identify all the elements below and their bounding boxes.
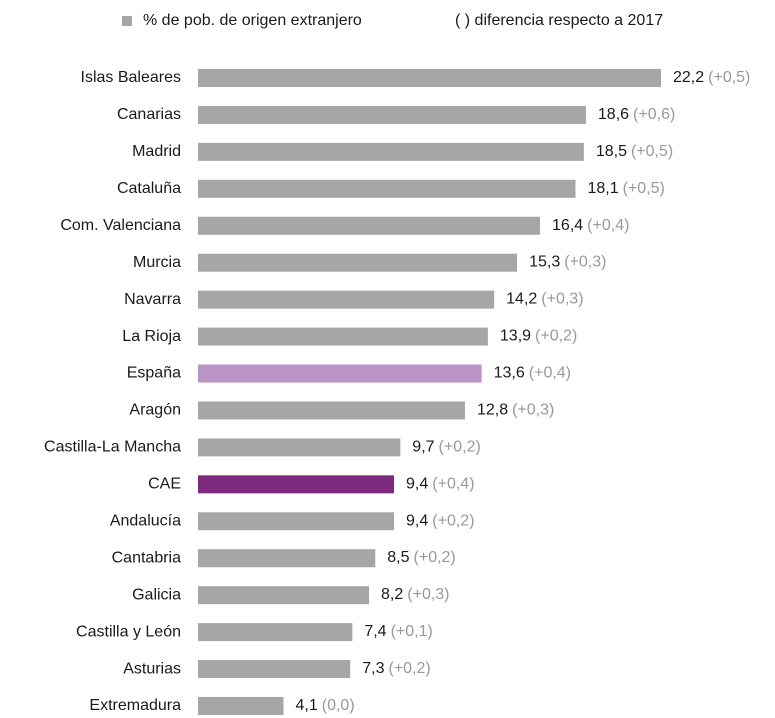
- difference-label: (+0,1): [391, 623, 433, 640]
- category-label: Madrid: [132, 143, 181, 160]
- bar: [198, 105, 586, 124]
- value-label: 14,2 (+0,3): [506, 291, 583, 308]
- value-label: 7,3 (+0,2): [362, 660, 431, 677]
- difference-label: (+0,2): [388, 660, 430, 677]
- bar: [198, 696, 284, 715]
- value-label: 18,5 (+0,5): [596, 143, 673, 160]
- category-label: Islas Baleares: [81, 69, 182, 86]
- category-label: Extremadura: [89, 697, 181, 714]
- category-label: Castilla y León: [76, 623, 181, 640]
- value-label: 9,4: [406, 512, 428, 529]
- bar: [198, 401, 465, 420]
- difference-label: (+0,2): [439, 439, 481, 456]
- value-label: 14,2: [506, 291, 537, 308]
- bar: [198, 438, 401, 457]
- category-label: Asturias: [123, 660, 181, 677]
- value-label: 9,7 (+0,2): [412, 439, 481, 456]
- difference-label: (+0,3): [407, 586, 449, 603]
- bar: [198, 623, 353, 642]
- value-label: 8,5 (+0,2): [387, 549, 456, 566]
- difference-label: (0,0): [322, 697, 355, 714]
- bar: [198, 327, 488, 346]
- category-label: La Rioja: [122, 328, 181, 345]
- value-label: 22,2: [673, 69, 704, 86]
- value-label: 13,6 (+0,4): [494, 365, 571, 382]
- category-label: Murcia: [133, 254, 181, 271]
- value-label: 16,4: [552, 217, 583, 234]
- difference-label: (+0,3): [541, 291, 583, 308]
- category-label: Com. Valenciana: [60, 217, 181, 234]
- difference-label: (+0,3): [564, 254, 606, 271]
- difference-label: (+0,5): [631, 143, 673, 160]
- bar: [198, 216, 541, 235]
- category-label: Canarias: [117, 106, 181, 123]
- bar: [198, 290, 495, 309]
- bar: [198, 512, 395, 531]
- value-label: 22,2 (+0,5): [673, 69, 750, 86]
- value-label: 9,4 (+0,4): [406, 476, 475, 493]
- value-label: 13,9 (+0,2): [500, 328, 577, 345]
- category-label: Navarra: [124, 291, 181, 308]
- bar: [198, 253, 518, 272]
- legend-swatch: [122, 16, 132, 26]
- value-label: 9,4: [406, 476, 428, 493]
- value-label: 8,5: [387, 549, 409, 566]
- legend-label: ( ) diferencia respecto a 2017: [455, 12, 663, 29]
- value-label: 18,1: [587, 180, 618, 197]
- category-label: Galicia: [132, 586, 181, 603]
- value-label: 18,6 (+0,6): [598, 106, 675, 123]
- bar: [198, 549, 376, 568]
- value-label: 7,4: [364, 623, 386, 640]
- value-label: 12,8 (+0,3): [477, 402, 554, 419]
- difference-label: (+0,4): [529, 365, 571, 382]
- difference-label: (+0,4): [432, 476, 474, 493]
- value-label: 15,3: [529, 254, 560, 271]
- value-label: 16,4 (+0,4): [552, 217, 629, 234]
- difference-label: (+0,4): [587, 217, 629, 234]
- category-label: Aragón: [129, 402, 181, 419]
- difference-label: (+0,2): [432, 512, 474, 529]
- value-label: 4,1: [296, 697, 318, 714]
- value-label: 13,6: [494, 365, 525, 382]
- bar: [198, 475, 395, 494]
- category-label: Castilla-La Mancha: [44, 439, 181, 456]
- difference-label: (+0,6): [633, 106, 675, 123]
- value-label: 13,9: [500, 328, 531, 345]
- value-label: 9,4 (+0,2): [406, 512, 475, 529]
- difference-label: (+0,5): [623, 180, 665, 197]
- value-label: 8,2: [381, 586, 403, 603]
- category-label: Cantabria: [112, 549, 181, 566]
- value-label: 4,1 (0,0): [296, 697, 355, 714]
- difference-label: (+0,3): [512, 402, 554, 419]
- bar: [198, 69, 661, 87]
- category-label: Cataluña: [117, 180, 181, 197]
- category-label: CAE: [148, 476, 181, 493]
- value-label: 15,3 (+0,3): [529, 254, 606, 271]
- bar: [198, 142, 584, 161]
- category-label: España: [127, 365, 181, 382]
- value-label: 7,4 (+0,1): [364, 623, 433, 640]
- bar: [198, 586, 370, 605]
- difference-label: (+0,2): [535, 328, 577, 345]
- difference-label: (+0,2): [414, 549, 456, 566]
- legend-label: % de pob. de origen extranjero: [143, 12, 362, 29]
- value-label: 18,5: [596, 143, 627, 160]
- bar: [198, 660, 351, 679]
- difference-label: (+0,5): [708, 69, 750, 86]
- value-label: 18,1 (+0,5): [587, 180, 664, 197]
- bar: [198, 179, 576, 198]
- value-label: 9,7: [412, 439, 434, 456]
- category-label: Andalucía: [110, 512, 181, 529]
- value-label: 12,8: [477, 402, 508, 419]
- value-label: 8,2 (+0,3): [381, 586, 450, 603]
- bar: [198, 364, 482, 383]
- value-label: 18,6: [598, 106, 629, 123]
- value-label: 7,3: [362, 660, 384, 677]
